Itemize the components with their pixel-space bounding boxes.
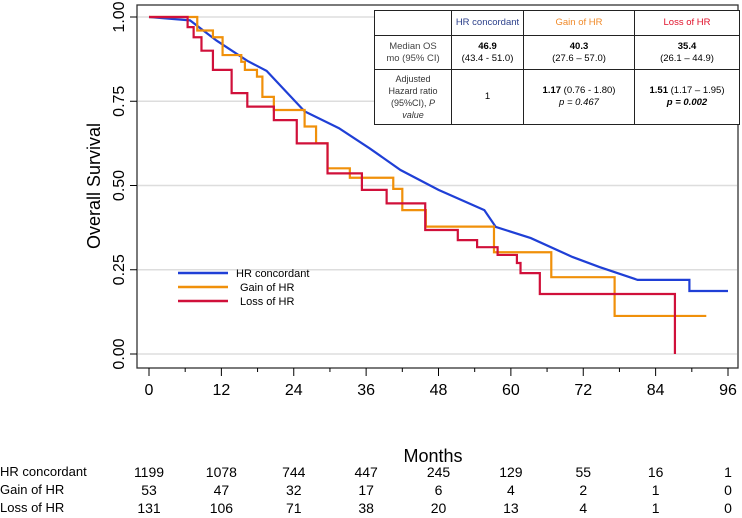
risk-count: 13 bbox=[503, 500, 519, 516]
survival-curve-gain-of-hr bbox=[149, 15, 707, 318]
hr-gain-of-hr: 1.17 (0.76 - 1.80) p = 0.467 bbox=[523, 69, 635, 125]
x-tick-label: 36 bbox=[357, 382, 375, 399]
survival-curve-hr-concordant bbox=[148, 15, 728, 293]
median-os-label: Median OS mo (95% CI) bbox=[374, 35, 452, 70]
risk-count: 1 bbox=[651, 500, 660, 516]
risk-count: 20 bbox=[430, 500, 447, 516]
y-axis-label: Overall Survival bbox=[84, 123, 104, 249]
y-tick-label: 0.25 bbox=[111, 254, 128, 285]
risk-count: 1199 bbox=[133, 464, 165, 480]
header-hr-concordant: HR concordant bbox=[451, 10, 524, 36]
risk-row-label: Loss of HR bbox=[0, 500, 65, 515]
x-tick-label: 72 bbox=[574, 382, 592, 399]
risk-count: 0 bbox=[724, 482, 732, 498]
y-tick-label: 0.50 bbox=[111, 170, 128, 201]
risk-count: 53 bbox=[141, 482, 157, 498]
risk-count: 2 bbox=[579, 482, 588, 498]
y-tick-label: 1.00 bbox=[111, 1, 128, 32]
risk-count: 131 bbox=[137, 500, 161, 516]
median-gain-of-hr: 40.3 (27.6 – 57.0) bbox=[523, 35, 635, 70]
x-tick-label: 96 bbox=[719, 382, 737, 399]
risk-row-label: HR concordant bbox=[0, 464, 87, 479]
risk-count: 38 bbox=[358, 500, 374, 516]
legend-label: HR concordant bbox=[236, 268, 309, 280]
risk-count: 16 bbox=[647, 464, 664, 480]
risk-count: 17 bbox=[358, 482, 374, 498]
risk-count: 71 bbox=[285, 500, 302, 516]
header-gain-of-hr: Gain of HR bbox=[523, 10, 635, 36]
x-tick-label: 84 bbox=[647, 382, 665, 399]
x-tick-label: 48 bbox=[430, 382, 448, 399]
median-loss-of-hr: 35.4 (26.1 – 44.9) bbox=[634, 35, 740, 70]
y-tick-label: 0.00 bbox=[111, 338, 128, 369]
x-tick-label: 24 bbox=[285, 382, 303, 399]
x-tick-label: 12 bbox=[212, 382, 230, 399]
risk-count: 744 bbox=[282, 464, 306, 480]
risk-count: 4 bbox=[506, 482, 515, 498]
risk-count: 106 bbox=[209, 500, 234, 516]
risk-count: 55 bbox=[575, 464, 592, 480]
x-tick-label: 0 bbox=[145, 382, 154, 399]
median-hr-concordant: 46.9 (43.4 - 51.0) bbox=[451, 35, 524, 70]
risk-count: 129 bbox=[499, 464, 523, 480]
hr-hr-concordant: 1 bbox=[451, 69, 524, 125]
risk-count: 32 bbox=[285, 482, 302, 498]
survival-curve-loss-of-hr bbox=[149, 15, 677, 354]
risk-count: 4 bbox=[579, 500, 588, 516]
risk-count: 1078 bbox=[205, 464, 237, 480]
risk-row-label: Gain of HR bbox=[0, 482, 65, 497]
risk-count: 447 bbox=[354, 464, 378, 480]
header-loss-of-hr: Loss of HR bbox=[634, 10, 740, 36]
risk-count: 6 bbox=[434, 482, 443, 498]
risk-count: 245 bbox=[426, 464, 451, 480]
x-tick-label: 60 bbox=[502, 382, 520, 399]
hazard-ratio-table: HR concordant Gain of HR Loss of HR Medi… bbox=[374, 10, 740, 125]
risk-count: 0 bbox=[724, 500, 732, 516]
risk-count: 1 bbox=[724, 464, 732, 480]
x-axis-label: Months bbox=[403, 446, 462, 466]
y-tick-label: 0.75 bbox=[111, 86, 128, 117]
hr-loss-of-hr: 1.51 (1.17 – 1.95) p = 0.002 bbox=[634, 69, 740, 125]
risk-count: 1 bbox=[651, 482, 660, 498]
risk-count: 47 bbox=[213, 482, 230, 498]
plot-frame bbox=[136, 4, 739, 369]
legend-label: Loss of HR bbox=[240, 296, 294, 308]
legend-label: Gain of HR bbox=[240, 282, 294, 294]
